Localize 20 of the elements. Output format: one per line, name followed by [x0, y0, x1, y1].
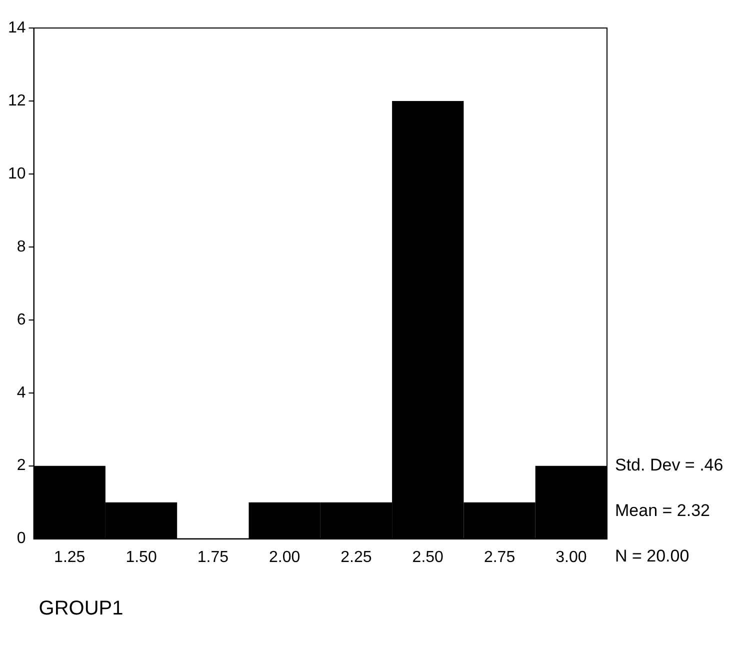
x-tick-label: 1.75 — [197, 548, 229, 566]
x-tick-label: 1.50 — [126, 548, 157, 566]
y-tick-label: 4 — [16, 384, 26, 402]
x-tick-label: 2.25 — [340, 548, 372, 566]
x-tick-label: 1.25 — [54, 548, 86, 566]
text: N = 20.00 — [615, 546, 690, 566]
x-tick-label: 3.00 — [556, 548, 587, 566]
text: Mean = 2.32 — [615, 501, 710, 520]
x-tick-label: 2.00 — [269, 548, 300, 566]
x-tick-label: 2.50 — [412, 548, 444, 566]
y-tick-label: 10 — [8, 165, 26, 182]
text: Std. Dev = .46 — [615, 456, 724, 475]
y-tick-label: 6 — [16, 311, 26, 328]
x-tick-label: 2.75 — [484, 548, 516, 566]
x-axis-title: GROUP1 — [38, 597, 124, 620]
y-tick-label: 12 — [8, 92, 26, 110]
y-tick-label: 8 — [16, 238, 26, 256]
y-tick-label: 0 — [16, 530, 26, 548]
y-tick-label: 2 — [16, 457, 26, 474]
y-tick-label: 14 — [8, 19, 26, 36]
